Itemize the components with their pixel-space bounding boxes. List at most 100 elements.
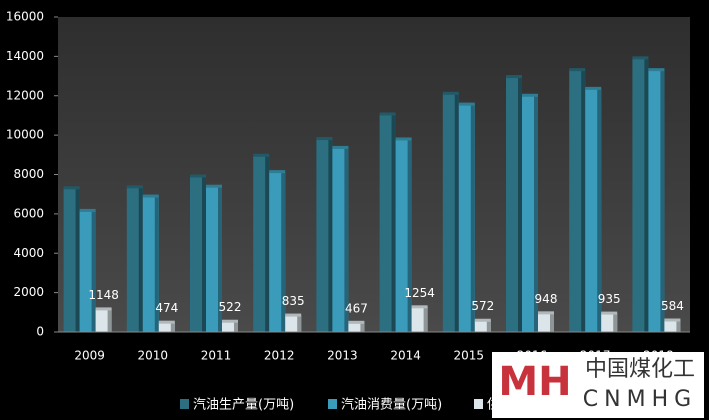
y-tick-label: 2000 — [13, 285, 44, 299]
x-tick-label: 2011 — [201, 349, 232, 363]
x-tick-label: 2009 — [74, 349, 105, 363]
bar-side — [581, 70, 586, 332]
bar-top — [316, 137, 333, 141]
bar-side — [360, 322, 365, 332]
bar-top — [190, 174, 206, 178]
bar-side — [218, 186, 222, 332]
bar-side — [660, 70, 665, 332]
bar-top — [569, 68, 586, 72]
bar-side — [613, 313, 618, 332]
bar-side — [407, 139, 412, 332]
watermark-name: 中国煤化工 — [585, 357, 695, 382]
y-tick-label: 10000 — [6, 128, 44, 142]
bar-side — [550, 313, 554, 332]
bar-side — [202, 176, 206, 332]
bar-top — [648, 68, 665, 72]
bar-side — [676, 320, 681, 332]
y-tick-label: 6000 — [13, 206, 44, 220]
bar — [348, 322, 365, 332]
x-tick-label: 2015 — [454, 349, 485, 363]
value-label: 1254 — [404, 286, 435, 300]
legend-label: 汽油消费量(万吨) — [341, 398, 442, 413]
bar-top — [379, 112, 396, 116]
bar-side — [644, 58, 649, 332]
x-tick-label: 2012 — [264, 349, 295, 363]
y-tick-label: 12000 — [6, 88, 44, 102]
value-label: 948 — [535, 292, 558, 306]
bar-side — [344, 147, 349, 332]
bar-side — [91, 210, 96, 332]
bar-top — [458, 102, 475, 106]
value-label: 474 — [155, 301, 178, 315]
bar-top — [222, 319, 238, 323]
bar-side — [281, 172, 286, 332]
bar-top — [632, 56, 649, 60]
bar-top — [664, 318, 681, 322]
legend-swatch — [180, 399, 189, 409]
bar-top — [601, 311, 618, 315]
legend-swatch — [328, 399, 337, 409]
bar-top — [522, 93, 538, 97]
x-tick-label: 2010 — [138, 349, 169, 363]
bar-top — [442, 91, 459, 95]
x-tick-label: 2014 — [390, 349, 421, 363]
y-tick-label: 8000 — [13, 167, 44, 181]
bar-top — [332, 145, 349, 149]
bar-side — [454, 93, 459, 332]
legend-label: 汽油生产量(万吨) — [193, 398, 294, 413]
bar-side — [391, 114, 396, 332]
bar — [664, 320, 681, 332]
bar-top — [63, 186, 80, 190]
value-label: 1148 — [88, 288, 119, 302]
bar-side — [107, 309, 112, 332]
watermark-box — [492, 352, 704, 418]
y-tick-label: 0 — [36, 325, 44, 339]
bar-top — [95, 307, 112, 311]
bar-top — [474, 318, 491, 322]
bar-top — [348, 320, 365, 324]
bar-top — [395, 137, 412, 141]
bar-side — [297, 315, 302, 332]
value-label: 835 — [282, 294, 305, 308]
bar-top — [585, 86, 602, 90]
y-tick-label: 14000 — [6, 49, 44, 63]
bar-top — [506, 75, 522, 79]
value-label: 522 — [219, 300, 242, 314]
bar-side — [470, 104, 475, 332]
watermark: MH 中国煤化工 CNMHG — [492, 352, 704, 418]
bar-side — [486, 320, 491, 332]
bar-side — [597, 88, 602, 332]
bar-top — [158, 320, 175, 324]
bar — [222, 321, 238, 332]
bar-side — [328, 139, 333, 332]
bar-side — [423, 307, 428, 332]
bar-side — [234, 321, 238, 332]
bar-side — [534, 95, 538, 332]
bar — [158, 322, 175, 332]
value-label: 584 — [661, 299, 684, 313]
watermark-logo: MH — [498, 359, 571, 405]
bar-side — [138, 187, 143, 332]
bar-top — [411, 305, 428, 309]
bar-top — [142, 194, 159, 198]
y-tick-label: 4000 — [13, 246, 44, 260]
bar-top — [538, 311, 554, 315]
bar-side — [154, 196, 159, 332]
bar-side — [518, 77, 522, 332]
bar-side — [170, 322, 175, 332]
value-label: 935 — [598, 292, 621, 306]
bar-top — [285, 313, 302, 317]
bar-top — [253, 153, 270, 157]
bar — [474, 320, 491, 332]
y-tick-label: 16000 — [6, 10, 44, 24]
bar-side — [75, 188, 80, 332]
value-label: 572 — [471, 299, 494, 313]
bar-top — [206, 184, 222, 188]
legend-swatch — [474, 399, 483, 409]
x-tick-label: 2013 — [327, 349, 358, 363]
watermark-code: CNMHG — [583, 387, 697, 412]
bar-top — [269, 170, 286, 174]
bar-top — [79, 208, 96, 212]
bar-top — [126, 185, 143, 189]
